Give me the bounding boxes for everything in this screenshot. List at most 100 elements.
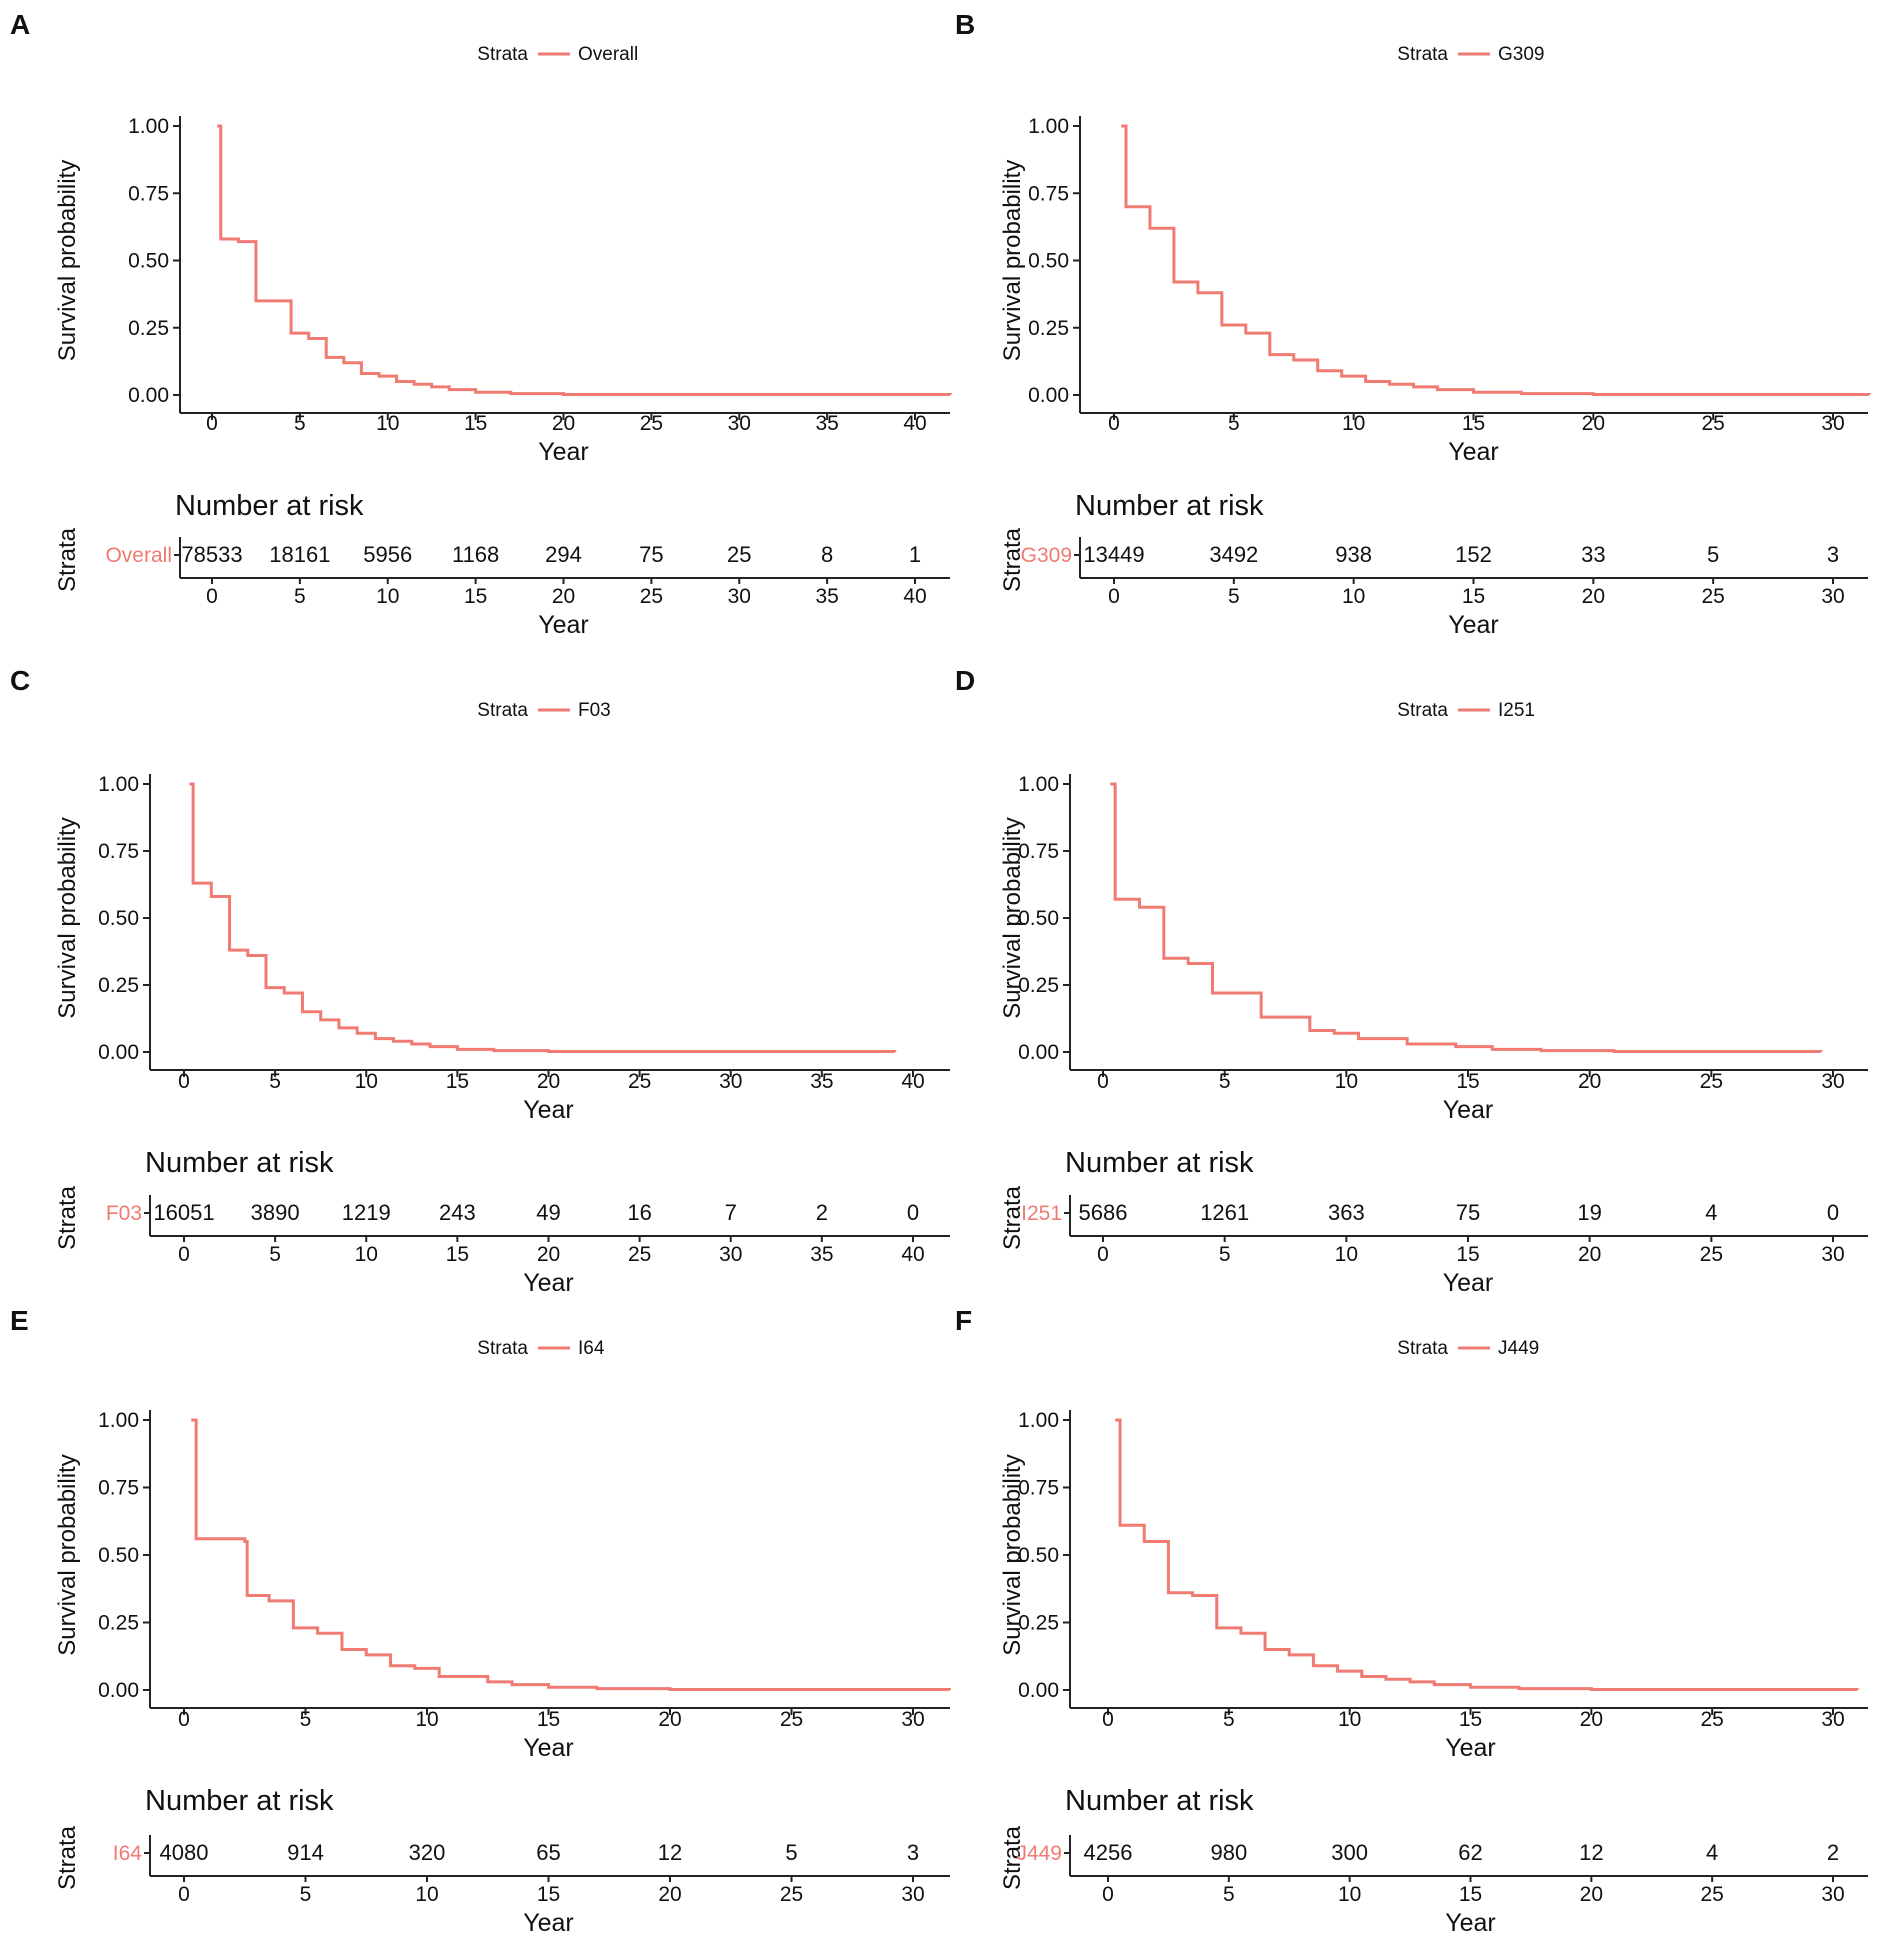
y-tick-label: 0.25 [1018, 1612, 1059, 1635]
risk-x-tick-label: 5 [269, 1243, 281, 1266]
x-tick-label: 30 [719, 1070, 742, 1093]
risk-count: 5686 [1079, 1200, 1128, 1225]
risk-x-tick-label: 20 [1578, 1243, 1601, 1266]
risk-x-axis-label: Year [1445, 1909, 1496, 1937]
x-tick-label: 15 [464, 412, 487, 435]
y-tick-label: 0.75 [98, 840, 139, 863]
risk-count: 13449 [1083, 542, 1144, 567]
y-tick-label: 0.00 [128, 384, 169, 407]
x-tick-label: 25 [640, 412, 663, 435]
risk-x-tick-label: 0 [1097, 1243, 1109, 1266]
y-tick-label: 0.50 [98, 1544, 139, 1567]
x-tick-label: 35 [815, 412, 838, 435]
y-axis-label: Survival probability [54, 1454, 81, 1655]
x-tick-label: 40 [903, 412, 926, 435]
risk-x-axis-label: Year [538, 611, 589, 639]
legend: Strata I251 [1397, 700, 1535, 721]
y-tick-label: 1.00 [1028, 115, 1069, 138]
risk-count: 49 [536, 1200, 560, 1225]
legend-title: Strata [477, 700, 528, 721]
legend: Strata G309 [1397, 44, 1544, 65]
x-axis-label: Year [1445, 1734, 1496, 1762]
y-axis-label: Survival probability [54, 160, 81, 361]
x-tick-label: 30 [1821, 1070, 1844, 1093]
risk-x-tick-label: 10 [376, 585, 399, 608]
x-tick-label: 25 [780, 1708, 803, 1731]
survival-curve-g309 [1121, 124, 1871, 396]
risk-count: 152 [1455, 542, 1492, 567]
x-tick-label: 20 [1578, 1070, 1601, 1093]
risk-table-title: Number at risk [175, 490, 364, 522]
y-axis-label: Survival probability [999, 1454, 1026, 1655]
risk-x-tick-label: 25 [1700, 1243, 1723, 1266]
risk-x-tick-label: 10 [355, 1243, 378, 1266]
risk-count: 0 [1827, 1200, 1839, 1225]
risk-x-tick-label: 30 [1821, 1243, 1844, 1266]
panel-label: E [10, 1305, 29, 1336]
x-tick-label: 30 [1821, 1708, 1844, 1731]
x-tick-label: 0 [178, 1708, 190, 1731]
risk-x-tick-label: 0 [178, 1883, 190, 1906]
y-tick-label: 1.00 [1018, 773, 1059, 796]
risk-count: 7 [725, 1200, 737, 1225]
x-tick-label: 0 [206, 412, 218, 435]
risk-x-tick-label: 0 [206, 585, 218, 608]
risk-x-axis-label: Year [523, 1269, 574, 1297]
risk-count: 4 [1706, 1840, 1718, 1865]
risk-table-title: Number at risk [145, 1147, 334, 1179]
x-tick-label: 35 [810, 1070, 833, 1093]
x-tick-label: 10 [1335, 1070, 1358, 1093]
survival-curve-i251 [1110, 782, 1823, 1053]
survival-axes: 1.00 0.75 0.50 0.25 0.00 Survival probability… [999, 773, 1868, 1124]
risk-x-tick-label: 10 [415, 1883, 438, 1906]
risk-x-tick-label: 15 [1462, 585, 1485, 608]
risk-count: 320 [409, 1840, 446, 1865]
risk-count: 16 [627, 1200, 651, 1225]
risk-count: 914 [287, 1840, 324, 1865]
y-tick-label: 0.50 [1018, 1544, 1059, 1567]
risk-count: 0 [907, 1200, 919, 1225]
legend: Strata J449 [1397, 1338, 1539, 1359]
survival-curve-f03 [189, 782, 897, 1053]
risk-table-title: Number at risk [145, 1785, 334, 1817]
risk-count: 1261 [1200, 1200, 1249, 1225]
survival-axes: 1.00 0.75 0.50 0.25 0.00 Survival probability… [54, 115, 950, 466]
y-tick-label: 0.75 [1028, 182, 1069, 205]
risk-count: 2 [1827, 1840, 1839, 1865]
risk-x-tick-label: 10 [1338, 1883, 1361, 1906]
risk-x-tick-label: 10 [1342, 585, 1365, 608]
risk-x-tick-label: 15 [1459, 1883, 1482, 1906]
risk-x-tick-label: 5 [1228, 585, 1240, 608]
risk-table-y-label: Strata [999, 1185, 1026, 1250]
survival-curve-overall [217, 124, 952, 396]
legend-label: J449 [1498, 1338, 1539, 1359]
panel-c: C Strata F03 1.00 0.75 0.50 0.25 0.00 Survival p… [10, 665, 950, 1297]
risk-count: 1219 [342, 1200, 391, 1225]
y-tick-label: 1.00 [128, 115, 169, 138]
risk-x-tick-label: 40 [903, 585, 926, 608]
risk-count: 300 [1331, 1840, 1368, 1865]
risk-count: 363 [1328, 1200, 1365, 1225]
y-tick-label: 0.00 [98, 1041, 139, 1064]
risk-table: Number at risk Strata F03 16051 3890 1219 243 4… [54, 1147, 950, 1297]
risk-x-tick-label: 25 [780, 1883, 803, 1906]
risk-count: 1 [909, 542, 921, 567]
x-tick-label: 0 [1102, 1708, 1114, 1731]
risk-count: 18161 [269, 542, 330, 567]
risk-count: 65 [536, 1840, 560, 1865]
risk-x-tick-label: 20 [552, 585, 575, 608]
risk-x-tick-label: 30 [719, 1243, 742, 1266]
x-tick-label: 15 [537, 1708, 560, 1731]
risk-count: 5 [1707, 542, 1719, 567]
risk-table-y-label: Strata [54, 527, 81, 592]
x-tick-label: 30 [901, 1708, 924, 1731]
y-tick-label: 1.00 [1018, 1409, 1059, 1432]
x-tick-label: 5 [294, 412, 306, 435]
risk-table-y-label: Strata [999, 527, 1026, 592]
y-tick-label: 0.50 [128, 250, 169, 273]
risk-count: 8 [821, 542, 833, 567]
risk-count: 62 [1458, 1840, 1482, 1865]
y-tick-label: 0.25 [98, 974, 139, 997]
